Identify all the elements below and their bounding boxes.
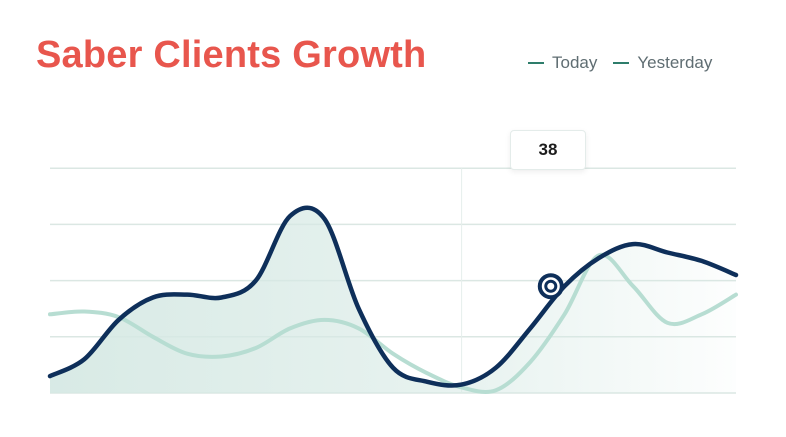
today-series-line[interactable] [47,205,739,388]
legend-swatch-today [528,62,544,64]
chart-title: Saber Clients Growth [36,34,427,76]
highlight-point-inner [544,279,558,293]
yesterday-series-line [48,252,738,394]
value-tooltip: 38 [510,130,586,170]
legend-item-yesterday[interactable]: Yesterday [613,53,712,73]
legend-swatch-yesterday [613,62,630,64]
legend-label-yesterday: Yesterday [637,53,713,72]
legend-item-today[interactable]: Today [528,53,597,73]
highlight-marker[interactable] [537,273,564,300]
legend-label-today: Today [552,53,598,72]
chart-legend: Today Yesterday [528,53,712,73]
today-area-fill [50,207,736,393]
